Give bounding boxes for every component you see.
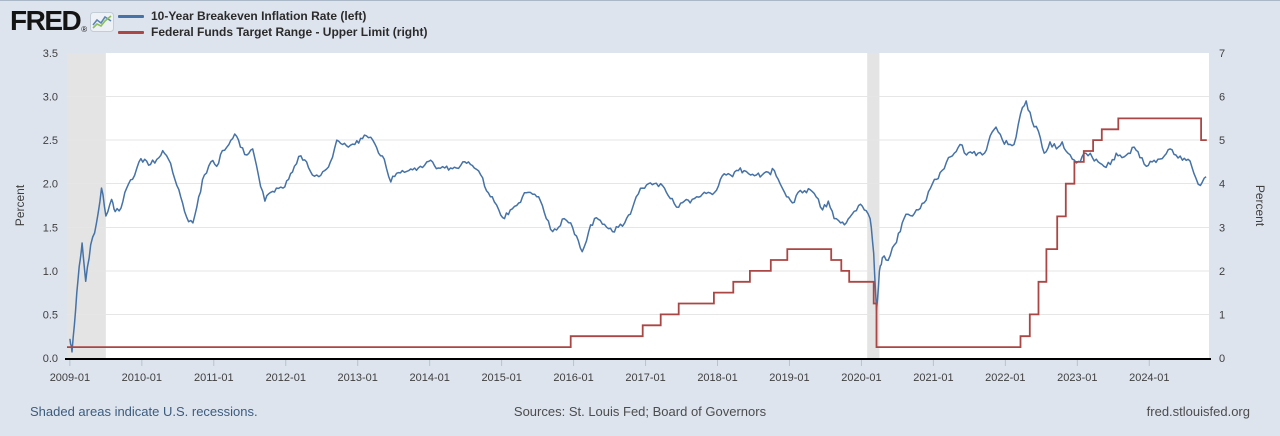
legend-label-fed-funds: Federal Funds Target Range - Upper Limit… [151, 25, 428, 39]
fred-logo[interactable]: FRED ® [10, 5, 115, 36]
x-tick-label: 2021-01 [913, 372, 953, 384]
chart-plot-area: 2009-01 2010-01 2011-01 2012-01 2013-01 2014-… [13, 48, 1267, 384]
right-tick-label: 5 [1219, 135, 1225, 147]
fred-logo-sparkline-icon [90, 12, 115, 32]
x-tick-label: 2013-01 [338, 372, 378, 384]
x-tick-label: 2015-01 [481, 372, 521, 384]
fred-site-link[interactable]: fred.stlouisfed.org [1146, 404, 1250, 419]
plot-background [67, 53, 1209, 358]
left-tick-label: 0.5 [43, 309, 58, 321]
sources-text: Sources: St. Louis Fed; Board of Governo… [513, 404, 767, 419]
recession-note: Shaded areas indicate U.S. recessions. [30, 404, 258, 419]
legend-label-breakeven: 10-Year Breakeven Inflation Rate (left) [151, 9, 367, 23]
legend-item-breakeven: 10-Year Breakeven Inflation Rate (left) [118, 8, 427, 24]
legend-line-sample-fed-funds [118, 30, 144, 34]
right-tick-label: 0 [1219, 353, 1225, 365]
x-tick-label: 2022-01 [985, 372, 1025, 384]
left-tick-label: 3.5 [43, 48, 58, 60]
x-tick-label: 2018-01 [697, 372, 737, 384]
left-tick-label: 0.0 [43, 353, 58, 365]
left-tick-label: 1.0 [43, 266, 58, 278]
right-axis-title: Percent [1253, 185, 1267, 227]
breakeven-line [69, 100, 1207, 353]
fed-funds-line [67, 117, 1207, 348]
left-tick-label: 2.0 [43, 179, 58, 191]
right-tick-label: 6 [1219, 92, 1225, 104]
x-tick-label: 2011-01 [194, 372, 234, 384]
x-tick-label: 2019-01 [769, 372, 809, 384]
fred-logo-text: FRED [10, 5, 82, 36]
x-tick-label: 2020-01 [841, 372, 881, 384]
right-tick-label: 1 [1219, 309, 1225, 321]
registered-mark: ® [81, 25, 88, 34]
x-tick-label: 2014-01 [409, 372, 449, 384]
x-tick-label: 2016-01 [553, 372, 593, 384]
right-tick-label: 7 [1219, 48, 1225, 60]
x-tick-label: 2023-01 [1057, 372, 1097, 384]
x-tick-label: 2012-01 [266, 372, 306, 384]
right-tick-label: 3 [1219, 222, 1225, 234]
x-tick-label: 2024-01 [1129, 372, 1169, 384]
chart-legend: 10-Year Breakeven Inflation Rate (left) … [118, 8, 427, 40]
x-tick-label: 2017-01 [625, 372, 665, 384]
legend-line-sample-breakeven [118, 14, 144, 18]
recession-band [867, 53, 880, 358]
right-tick-label: 4 [1219, 179, 1225, 191]
right-tick-label: 2 [1219, 266, 1225, 278]
left-tick-label: 1.5 [43, 222, 58, 234]
legend-item-fed-funds: Federal Funds Target Range - Upper Limit… [118, 24, 427, 40]
left-axis-title: Percent [13, 184, 27, 226]
left-tick-label: 3.0 [43, 92, 58, 104]
left-tick-label: 2.5 [43, 135, 58, 147]
x-tick-label: 2009-01 [50, 372, 90, 384]
x-tick-label: 2010-01 [122, 372, 162, 384]
